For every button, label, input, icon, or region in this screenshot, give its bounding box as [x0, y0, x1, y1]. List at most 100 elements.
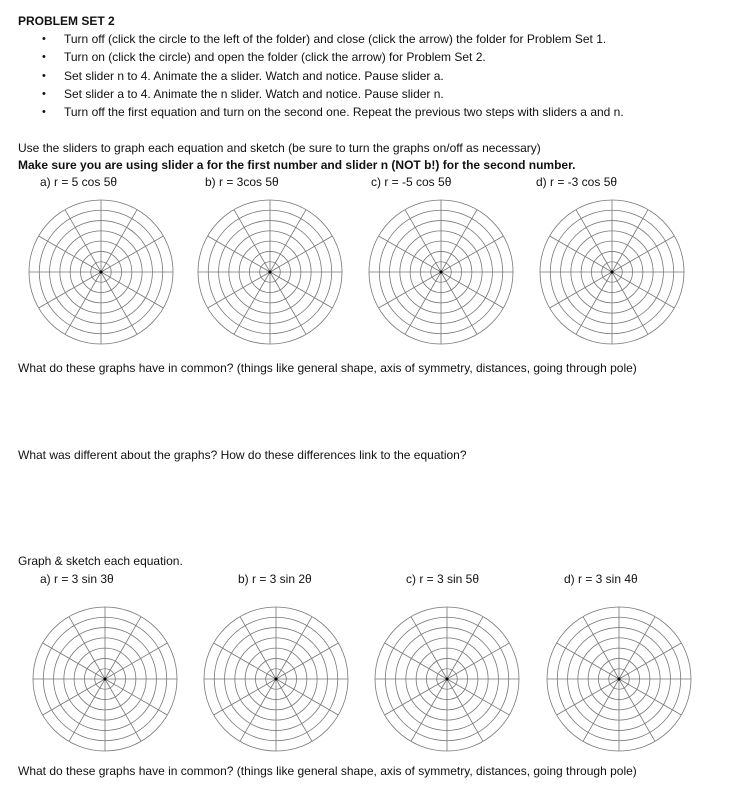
grid-spoke	[446, 678, 510, 716]
equation-label: c) r = 3 sin 5θ	[406, 572, 480, 586]
pole-dot	[445, 677, 449, 681]
grid-spoke	[213, 678, 277, 716]
bullet-icon: •	[42, 106, 46, 118]
equation-label: a) r = 3 sin 3θ	[40, 572, 114, 586]
grid-spoke	[575, 209, 613, 273]
grid-spoke	[38, 271, 102, 309]
grid-spoke	[440, 235, 504, 273]
grid-spoke	[213, 642, 277, 680]
list-item: Turn on (click the circle) and open the …	[64, 50, 486, 64]
grid-spoke	[42, 678, 106, 716]
grid-spoke	[207, 235, 271, 273]
grid-spoke	[104, 616, 142, 680]
polar-grid	[197, 199, 343, 345]
grid-spoke	[68, 616, 106, 680]
grid-spoke	[100, 209, 138, 273]
grid-spoke	[239, 616, 277, 680]
grid-spoke	[384, 642, 448, 680]
pole-dot	[617, 677, 621, 681]
equation-label: b) r = 3cos 5θ	[205, 175, 279, 189]
grid-spoke	[410, 616, 448, 680]
grid-spoke	[404, 209, 442, 273]
grid-spoke	[556, 678, 620, 716]
grid-spoke	[100, 271, 138, 335]
equation-label: d) r = -3 cos 5θ	[536, 175, 618, 189]
polar-grid	[368, 199, 514, 345]
grid-spoke	[384, 678, 448, 716]
grid-spoke	[549, 271, 613, 309]
grid-spoke	[275, 678, 313, 742]
grid-spoke	[269, 209, 307, 273]
list-item: Turn off the first equation and turn on …	[64, 105, 624, 119]
equation-label: d) r = 3 sin 4θ	[564, 572, 638, 586]
section-heading: Graph & sketch each equation.	[18, 554, 183, 568]
grid-spoke	[575, 271, 613, 335]
pole-dot	[103, 677, 107, 681]
list-item: Set slider n to 4. Animate the a slider.…	[64, 69, 444, 83]
grid-spoke	[611, 235, 675, 273]
instruction-text: Use the sliders to graph each equation a…	[18, 141, 541, 155]
instruction-bold: Make sure you are using slider a for the…	[18, 158, 576, 172]
grid-spoke	[404, 271, 442, 335]
equation-label: c) r = -5 cos 5θ	[371, 175, 452, 189]
grid-spoke	[446, 616, 484, 680]
pole-dot	[439, 270, 443, 274]
grid-spoke	[100, 235, 164, 273]
grid-spoke	[611, 271, 675, 309]
grid-spoke	[233, 209, 271, 273]
question-text: What do these graphs have in common? (th…	[18, 361, 637, 375]
grid-spoke	[410, 678, 448, 742]
grid-spoke	[275, 642, 339, 680]
grid-spoke	[611, 209, 649, 273]
grid-spoke	[104, 678, 168, 716]
question-text: What was different about the graphs? How…	[18, 448, 467, 462]
grid-spoke	[618, 678, 682, 716]
bullet-icon: •	[42, 33, 46, 45]
grid-spoke	[233, 271, 271, 335]
grid-spoke	[556, 642, 620, 680]
bullet-icon: •	[42, 88, 46, 100]
grid-spoke	[446, 678, 484, 742]
grid-spoke	[618, 678, 656, 742]
equation-label: a) r = 5 cos 5θ	[40, 175, 118, 189]
pole-dot	[99, 270, 103, 274]
grid-spoke	[239, 678, 277, 742]
grid-spoke	[64, 209, 102, 273]
grid-spoke	[378, 235, 442, 273]
grid-spoke	[618, 616, 656, 680]
pole-dot	[274, 677, 278, 681]
grid-spoke	[207, 271, 271, 309]
grid-spoke	[104, 678, 142, 742]
equation-label: b) r = 3 sin 2θ	[238, 572, 312, 586]
bullet-icon: •	[42, 51, 46, 63]
polar-grid	[374, 606, 520, 752]
question-text: What do these graphs have in common? (th…	[18, 764, 637, 778]
bullet-icon: •	[42, 70, 46, 82]
list-item: Turn off (click the circle to the left o…	[64, 32, 607, 46]
grid-spoke	[38, 235, 102, 273]
grid-spoke	[275, 616, 313, 680]
grid-spoke	[275, 678, 339, 716]
grid-spoke	[549, 235, 613, 273]
grid-spoke	[582, 616, 620, 680]
pole-dot	[610, 270, 614, 274]
grid-spoke	[582, 678, 620, 742]
grid-spoke	[42, 642, 106, 680]
pole-dot	[268, 270, 272, 274]
grid-spoke	[440, 271, 504, 309]
grid-spoke	[440, 209, 478, 273]
grid-spoke	[618, 642, 682, 680]
polar-grid	[546, 606, 692, 752]
grid-spoke	[269, 271, 333, 309]
page-title: PROBLEM SET 2	[18, 14, 115, 28]
polar-grid	[539, 199, 685, 345]
grid-spoke	[440, 271, 478, 335]
grid-spoke	[68, 678, 106, 742]
grid-spoke	[100, 271, 164, 309]
grid-spoke	[269, 235, 333, 273]
grid-spoke	[269, 271, 307, 335]
list-item: Set slider a to 4. Animate the n slider.…	[64, 87, 444, 101]
grid-spoke	[64, 271, 102, 335]
grid-spoke	[446, 642, 510, 680]
polar-grid	[32, 606, 178, 752]
